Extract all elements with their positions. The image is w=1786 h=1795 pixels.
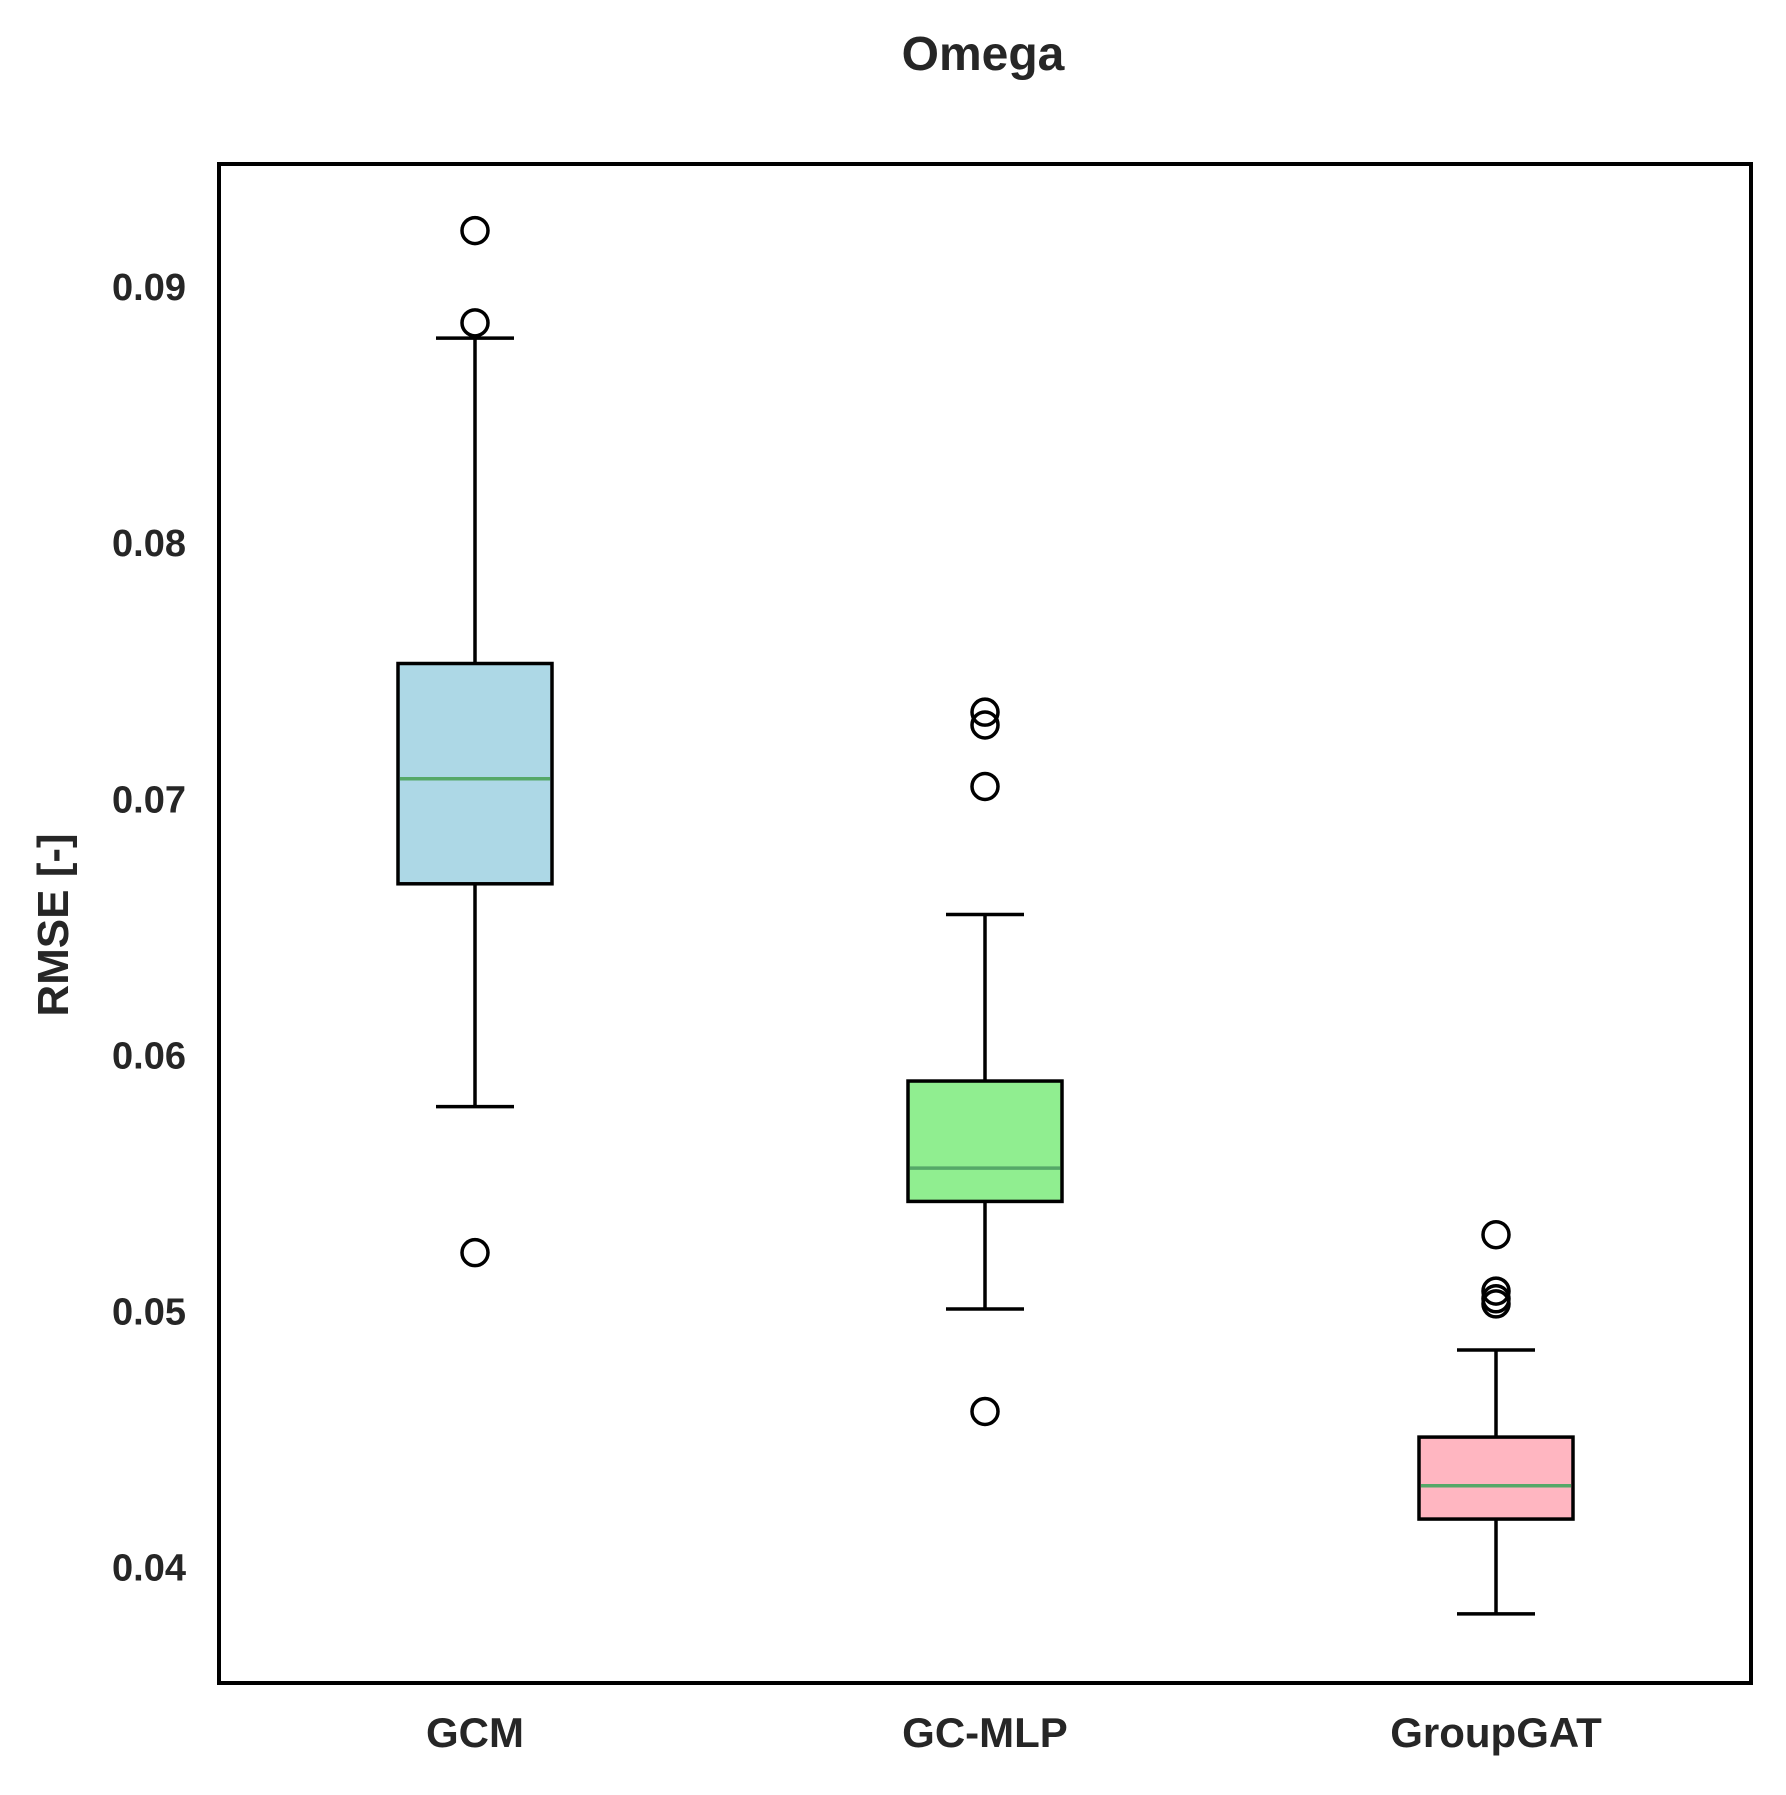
- x-tick-label: GC-MLP: [902, 1709, 1068, 1756]
- y-tick-label: 0.05: [112, 1292, 186, 1334]
- y-tick-label: 0.07: [112, 779, 186, 821]
- outlier-point: [1481, 1289, 1511, 1319]
- outlier-point: [970, 710, 1000, 740]
- outlier-point: [460, 308, 490, 338]
- y-axis-label: RMSE [-]: [29, 833, 78, 1016]
- outlier-point: [970, 697, 1000, 727]
- box-gc-mlp: [906, 1079, 1064, 1204]
- outlier-point: [1481, 1219, 1511, 1250]
- outlier-point: [460, 1237, 490, 1268]
- plot-frame: [217, 162, 1753, 1685]
- y-tick-label: 0.06: [112, 1035, 186, 1077]
- outlier-point: [460, 215, 490, 246]
- x-tick-label: GCM: [426, 1709, 524, 1756]
- outlier-point: [1481, 1276, 1511, 1306]
- y-tick-label: 0.04: [112, 1548, 186, 1590]
- chart-title: Omega: [902, 28, 1065, 81]
- y-tick-label: 0.09: [112, 267, 186, 309]
- outlier-point: [970, 1396, 1000, 1427]
- plot-area: 0.04 0.05 0.06 0.07 0.08 0.09 GCM GC-MLP GroupGA…: [112, 215, 1602, 1756]
- box-groupgat: [1417, 1435, 1575, 1521]
- box-gcm: [396, 661, 554, 886]
- outlier-point: [970, 771, 1000, 802]
- y-tick-label: 0.08: [112, 523, 186, 565]
- x-tick-label: GroupGAT: [1390, 1709, 1602, 1756]
